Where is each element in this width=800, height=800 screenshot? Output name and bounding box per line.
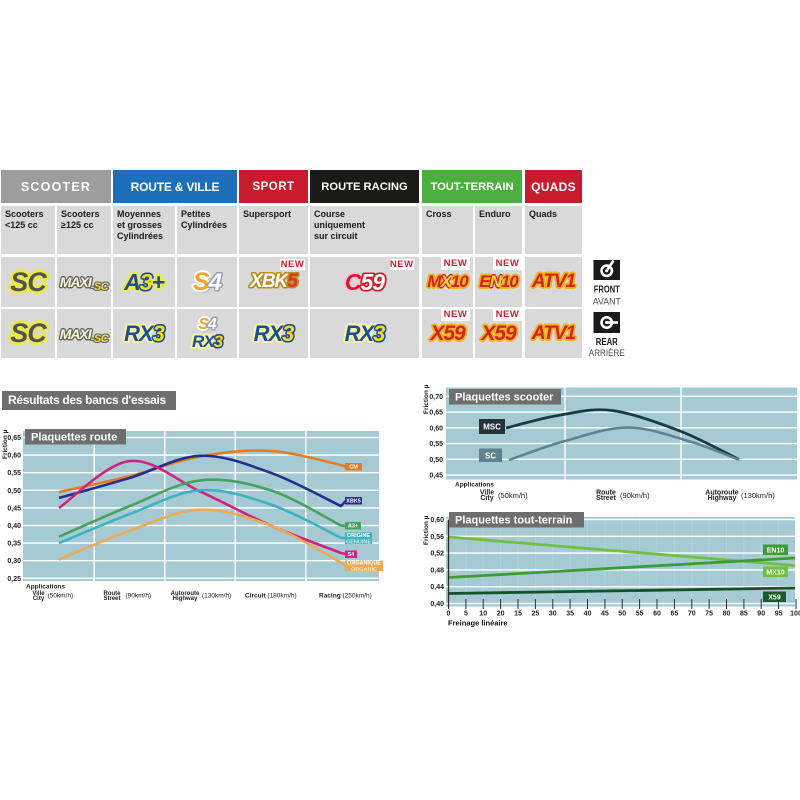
svg-text:0,48: 0,48 (430, 567, 444, 574)
svg-text:30: 30 (549, 611, 557, 618)
svg-text:Applications: Applications (455, 482, 494, 489)
svg-text:0,30: 0,30 (7, 558, 21, 565)
svg-text:FRONT: FRONT (594, 284, 620, 296)
svg-text:0,50: 0,50 (429, 457, 443, 464)
svg-text:A3+: A3+ (348, 524, 358, 530)
svg-text:90: 90 (757, 611, 765, 618)
svg-text:50: 50 (618, 611, 626, 618)
svg-text:Highway: Highway (173, 596, 198, 602)
svg-text:City: City (33, 596, 45, 602)
svg-text:ORGANIC: ORGANIC (351, 567, 377, 573)
svg-text:(50km/h): (50km/h) (498, 491, 528, 500)
svg-text:SC: SC (485, 452, 496, 461)
svg-text:100: 100 (790, 611, 800, 618)
svg-text:Circuit (180km/h): Circuit (180km/h) (245, 592, 297, 599)
svg-text:(130km/h): (130km/h) (202, 592, 231, 599)
svg-text:S4: S4 (348, 552, 356, 558)
svg-text:ORIGINE: ORIGINE (347, 533, 371, 539)
svg-text:35: 35 (566, 611, 574, 618)
svg-text:City: City (480, 495, 493, 502)
svg-text:0,65: 0,65 (7, 435, 21, 442)
svg-text:45: 45 (601, 611, 609, 618)
svg-text:85: 85 (740, 611, 748, 618)
svg-text:REAR: REAR (596, 336, 618, 348)
svg-text:(50km/h): (50km/h) (48, 592, 74, 599)
svg-text:75: 75 (705, 611, 713, 618)
svg-text:0,60: 0,60 (430, 517, 444, 524)
svg-text:Highway: Highway (708, 495, 737, 502)
svg-text:0,56: 0,56 (430, 534, 444, 541)
svg-text:Ville: Ville (480, 489, 494, 496)
svg-text:40: 40 (584, 611, 592, 618)
svg-text:EN10: EN10 (767, 547, 785, 554)
svg-text:(90km/h): (90km/h) (126, 592, 152, 599)
svg-text:0: 0 (447, 611, 451, 618)
svg-text:0,70: 0,70 (429, 394, 443, 401)
svg-text:Plaquettes tout-terrain: Plaquettes tout-terrain (455, 515, 573, 527)
svg-text:MX10: MX10 (766, 569, 784, 576)
svg-text:0,45: 0,45 (7, 505, 21, 512)
svg-text:Friction µ: Friction µ (423, 385, 430, 414)
svg-text:Plaquettes scooter: Plaquettes scooter (455, 392, 554, 404)
svg-text:70: 70 (688, 611, 696, 618)
svg-text:GENUINE: GENUINE (346, 539, 371, 545)
svg-text:0,45: 0,45 (429, 473, 443, 480)
svg-text:Plaquettes route: Plaquettes route (31, 432, 117, 444)
svg-text:Friction µ: Friction µ (2, 429, 9, 459)
svg-text:Street: Street (103, 596, 120, 602)
svg-text:ARRIÈRE: ARRIÈRE (589, 348, 625, 358)
svg-text:0,40: 0,40 (7, 523, 21, 530)
svg-text:5: 5 (464, 611, 468, 618)
svg-text:CM: CM (349, 465, 358, 471)
svg-text:0,35: 0,35 (7, 541, 21, 548)
svg-text:80: 80 (723, 611, 731, 618)
svg-text:Freinage linéaire: Freinage linéaire (448, 619, 508, 628)
svg-text:Racing (250km/h): Racing (250km/h) (319, 592, 372, 599)
svg-text:0,55: 0,55 (429, 441, 443, 448)
svg-text:Autoroute: Autoroute (171, 591, 200, 597)
svg-text:Autoroute: Autoroute (705, 489, 739, 496)
svg-text:MSC: MSC (483, 423, 501, 432)
svg-text:10: 10 (479, 611, 487, 618)
svg-text:Applications: Applications (26, 584, 65, 591)
svg-text:20: 20 (497, 611, 505, 618)
svg-text:65: 65 (671, 611, 679, 618)
svg-text:0,65: 0,65 (429, 410, 443, 417)
svg-text:0,55: 0,55 (7, 470, 21, 477)
svg-text:0,25: 0,25 (7, 576, 21, 583)
svg-text:55: 55 (636, 611, 644, 618)
svg-text:(90km/h): (90km/h) (620, 491, 650, 500)
svg-text:XBK5: XBK5 (346, 499, 361, 505)
svg-text:X59: X59 (768, 594, 781, 601)
svg-text:0,52: 0,52 (430, 551, 444, 558)
svg-text:0,40: 0,40 (430, 601, 444, 608)
svg-text:60: 60 (653, 611, 661, 618)
svg-text:0,60: 0,60 (7, 453, 21, 460)
svg-text:0,50: 0,50 (7, 488, 21, 495)
svg-text:Route: Route (104, 591, 122, 597)
svg-text:Route: Route (596, 489, 616, 496)
svg-text:ORGANIQUE: ORGANIQUE (347, 561, 381, 567)
svg-text:15: 15 (514, 611, 522, 618)
svg-text:Ville: Ville (32, 591, 45, 597)
svg-text:25: 25 (532, 611, 540, 618)
svg-text:0,44: 0,44 (430, 584, 444, 591)
svg-text:0,60: 0,60 (429, 425, 443, 432)
svg-text:Street: Street (596, 495, 617, 502)
svg-text:AVANT: AVANT (593, 297, 621, 307)
svg-text:Friction µ: Friction µ (423, 515, 430, 545)
svg-text:(130km/h): (130km/h) (741, 491, 775, 500)
svg-text:95: 95 (775, 611, 783, 618)
